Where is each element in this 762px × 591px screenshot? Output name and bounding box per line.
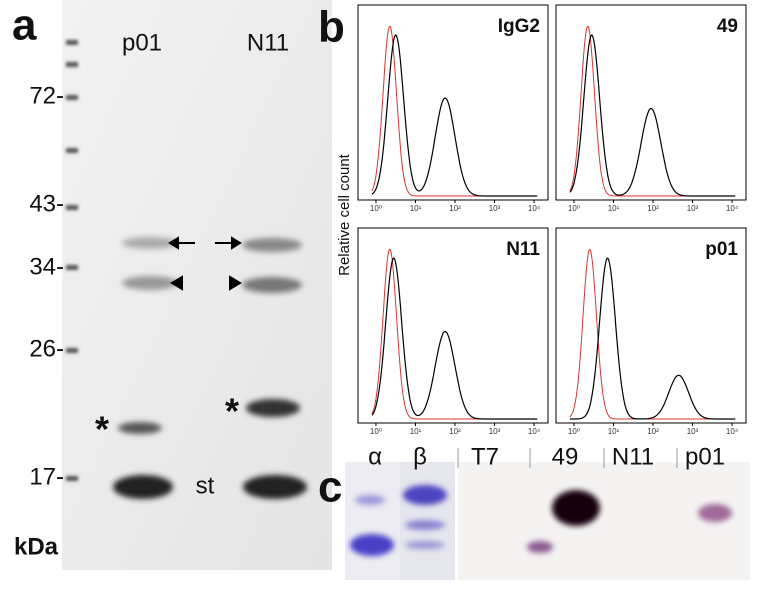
- lane-label: β: [413, 443, 427, 470]
- marker-label: 26-: [29, 335, 64, 362]
- asterisk: *: [225, 391, 239, 432]
- st-label: st: [196, 472, 215, 499]
- panel-label: a: [12, 1, 37, 50]
- asterisk: *: [95, 409, 109, 450]
- x-tick-label: 10¹: [410, 204, 422, 213]
- unit-label: kDa: [14, 533, 59, 560]
- plot-frame: [357, 227, 549, 424]
- histogram-sample: [570, 257, 736, 420]
- plot-title: 49: [717, 16, 738, 37]
- lane-label: p01: [122, 29, 162, 56]
- lane-label: α: [368, 443, 382, 470]
- lane-dividers: [457, 448, 678, 468]
- plot-frame: [555, 4, 747, 201]
- x-tick-label: 10²: [647, 204, 659, 213]
- x-tick-label: 10³: [489, 427, 501, 436]
- histogram-sample: [569, 34, 736, 197]
- lane-label: 49: [552, 443, 579, 470]
- x-tick-label: 10³: [489, 204, 501, 213]
- x-tick-label: 10²: [449, 204, 461, 213]
- blot-bands: [350, 485, 732, 556]
- gel-bands: [113, 237, 307, 499]
- panel-label: c: [318, 463, 342, 512]
- y-axis-label: Relative cell count: [336, 153, 353, 276]
- histogram-sample: [371, 257, 538, 420]
- x-tick-label: 10¹: [410, 427, 422, 436]
- x-tick-label: 10³: [687, 204, 699, 213]
- plot-frame: [357, 4, 549, 201]
- blot: [458, 462, 750, 580]
- marker-label: 17-: [29, 463, 64, 490]
- x-tick-label: 10⁰: [568, 427, 580, 436]
- x-tick-label: 10¹: [608, 427, 620, 436]
- blot: [345, 462, 402, 580]
- marker-label: 43-: [29, 190, 64, 217]
- ladder: [66, 40, 78, 481]
- plot-title: IgG2: [498, 16, 540, 37]
- x-tick-label: 10²: [647, 427, 659, 436]
- x-tick-label: 10⁰: [370, 427, 382, 436]
- marker-label: 72-: [29, 82, 64, 109]
- x-tick-label: 10¹: [608, 204, 620, 213]
- arrows: [168, 236, 242, 291]
- x-tick-label: 10³: [687, 427, 699, 436]
- x-tick-label: 10⁰: [568, 204, 580, 213]
- x-tick-label: 10⁴: [528, 427, 541, 436]
- x-tick-label: 10⁴: [726, 427, 739, 436]
- panel-label: b: [318, 3, 345, 52]
- lane-label: N11: [612, 443, 654, 470]
- marker-label: 34-: [29, 253, 64, 280]
- x-tick-label: 10⁴: [528, 204, 541, 213]
- plot-title: N11: [506, 239, 540, 260]
- histogram-sample: [371, 34, 538, 197]
- lane-label: p01: [685, 443, 725, 470]
- x-tick-label: 10²: [449, 427, 461, 436]
- lane-label: N11: [247, 29, 289, 56]
- x-tick-label: 10⁰: [370, 204, 382, 213]
- plot-title: p01: [705, 239, 738, 260]
- x-tick-label: 10⁴: [726, 204, 739, 213]
- lane-label: T7: [471, 443, 499, 470]
